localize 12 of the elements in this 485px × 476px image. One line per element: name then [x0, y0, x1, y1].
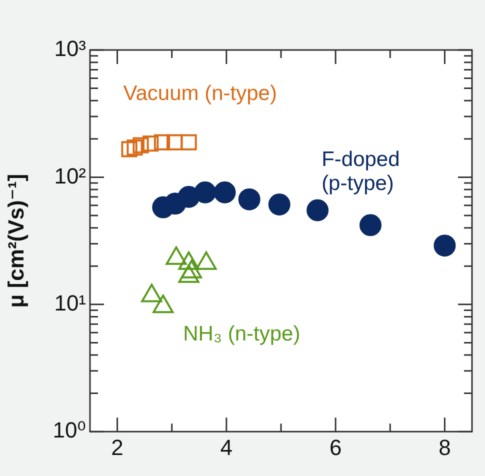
- x-tick-label: 2: [111, 434, 124, 460]
- series-label: Vacuum (n-type): [123, 82, 277, 106]
- x-tick-label: 6: [329, 434, 342, 460]
- y-tick-label: 10²: [54, 163, 86, 188]
- y-tick-label: 10¹: [54, 290, 86, 316]
- series-label: NH₃ (n-type): [183, 322, 300, 346]
- y-tick-label: 10⁰: [52, 418, 86, 443]
- x-tick-label: 8: [438, 434, 451, 460]
- x-tick-label: 4: [220, 434, 233, 460]
- y-axis-title: μ [cm²(Vs)⁻¹]: [3, 174, 28, 308]
- series-label: F-doped (p-type): [322, 148, 400, 196]
- y-tick-label: 10³: [54, 36, 86, 62]
